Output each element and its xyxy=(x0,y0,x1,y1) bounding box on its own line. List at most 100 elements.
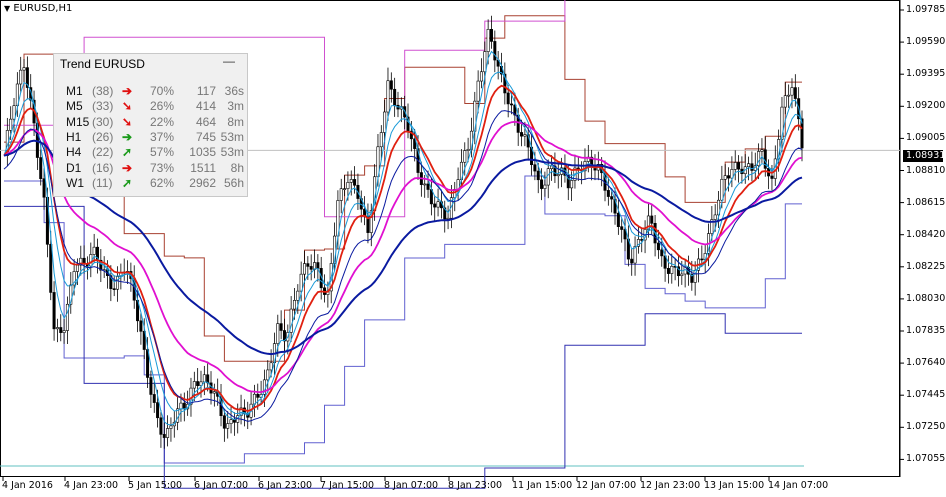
candle-body xyxy=(640,239,644,241)
candle-body xyxy=(606,190,610,197)
candle-body xyxy=(510,103,514,106)
candle-body xyxy=(393,88,397,106)
candle-body xyxy=(513,104,517,116)
candle-body xyxy=(316,262,320,269)
candle-body xyxy=(292,300,296,310)
candle-body xyxy=(463,150,467,163)
candle-body xyxy=(162,434,166,438)
minimize-icon[interactable]: — xyxy=(223,54,235,68)
count-label: (33) xyxy=(92,99,114,114)
chart-title: ▼ EURUSD,H1 xyxy=(4,3,72,14)
timeframe-label: D1 xyxy=(66,160,82,175)
candle-body xyxy=(156,402,160,419)
candle-body xyxy=(783,95,787,108)
candle-body xyxy=(159,417,163,435)
candle-body xyxy=(433,203,437,208)
candle-body xyxy=(256,393,260,398)
candle-body xyxy=(760,149,764,152)
price-tick-label: 1.09785 xyxy=(906,4,946,15)
timeframe-label: M1 xyxy=(66,84,83,98)
time-label: 8m xyxy=(227,114,244,129)
candle-body xyxy=(650,215,654,224)
candle-body xyxy=(196,381,200,386)
candle-body xyxy=(523,134,527,137)
price-tick-label: 1.08030 xyxy=(906,292,946,304)
value-label: 464 xyxy=(195,114,216,129)
candle-body xyxy=(42,178,46,198)
candle-body xyxy=(636,239,640,247)
candle-body xyxy=(383,111,387,133)
trend-arrow-icon: ➘ xyxy=(122,99,133,114)
candle-body xyxy=(540,179,544,189)
candle-body xyxy=(620,226,624,230)
candle-body xyxy=(239,407,243,416)
lower-band-step-line xyxy=(4,205,802,489)
time-tick-label: 12 Jan 07:00 xyxy=(576,480,637,491)
trend-arrow-icon: ➚ xyxy=(122,145,133,160)
candle-body xyxy=(443,207,447,220)
time-tick-label: 8 Jan 23:00 xyxy=(448,480,503,491)
candle-body xyxy=(199,381,203,386)
candle-body xyxy=(536,170,540,181)
time-label: 8h xyxy=(230,160,244,175)
price-tick-label: 1.08225 xyxy=(906,260,946,272)
candle-body xyxy=(139,320,143,332)
candle-body xyxy=(503,73,507,94)
dropdown-icon[interactable]: ▼ xyxy=(4,4,11,13)
time-tick-label: 14 Jan 07:00 xyxy=(768,480,829,491)
candle-body xyxy=(109,275,113,289)
candle-body xyxy=(59,327,63,333)
upper-band-step-line xyxy=(4,0,566,218)
timeframe-label: W1 xyxy=(66,175,84,190)
ma-navy-thin-line xyxy=(3,110,803,422)
candle-body xyxy=(379,132,383,148)
time-tick-label: 4 Jan 23:00 xyxy=(64,480,119,491)
time-tick-label: 11 Jan 15:00 xyxy=(512,480,573,491)
trend-panel-title: Trend EURUSD xyxy=(60,57,145,71)
price-tick-label: 1.08810 xyxy=(906,164,946,176)
candle-body xyxy=(747,163,751,168)
trend-arrow-icon: ➔ xyxy=(122,160,133,175)
percent-label: 22% xyxy=(150,114,175,129)
candle-body xyxy=(52,292,56,330)
candle-body xyxy=(75,264,79,272)
candle-body xyxy=(112,288,116,290)
candle-body xyxy=(79,257,83,266)
candle-body xyxy=(793,87,797,99)
percent-label: 73% xyxy=(150,160,175,175)
value-label: 2962 xyxy=(189,175,216,190)
candle-body xyxy=(353,179,357,186)
trend-arrow-icon: ➔ xyxy=(122,84,133,98)
value-label: 117 xyxy=(196,84,216,98)
ma-fast-light-line xyxy=(3,50,803,426)
time-tick-label: 7 Jan 15:00 xyxy=(320,480,375,491)
candle-body xyxy=(486,29,490,52)
price-tick-label: 1.07445 xyxy=(906,389,946,401)
trend-arrow-icon: ➘ xyxy=(122,114,133,129)
candle-body xyxy=(212,391,216,394)
candle-body xyxy=(790,87,794,96)
candle-body xyxy=(142,330,146,350)
trend-panel[interactable]: Trend EURUSD — M1 (38) ➔ 70% 117 36s M5 (33) ➘ 26… xyxy=(53,53,248,197)
candle-body xyxy=(72,271,76,286)
candle-body xyxy=(339,188,343,201)
value-label: 1035 xyxy=(189,145,216,160)
price-tick-label: 1.08420 xyxy=(906,228,946,240)
candle-body xyxy=(226,423,230,429)
candle-body xyxy=(179,402,183,410)
candle-body xyxy=(92,246,96,255)
candle-body xyxy=(413,138,417,149)
candle-body xyxy=(690,273,694,283)
time-label: 56h xyxy=(223,175,244,190)
candle-body xyxy=(369,210,373,233)
candle-body xyxy=(276,323,280,344)
ma-dark-blue-line xyxy=(3,139,803,356)
candle-body xyxy=(69,284,73,305)
candle-body xyxy=(666,268,670,274)
candle-body xyxy=(476,80,480,102)
candle-body xyxy=(252,393,256,405)
candle-body xyxy=(206,374,210,384)
candle-body xyxy=(780,106,784,140)
